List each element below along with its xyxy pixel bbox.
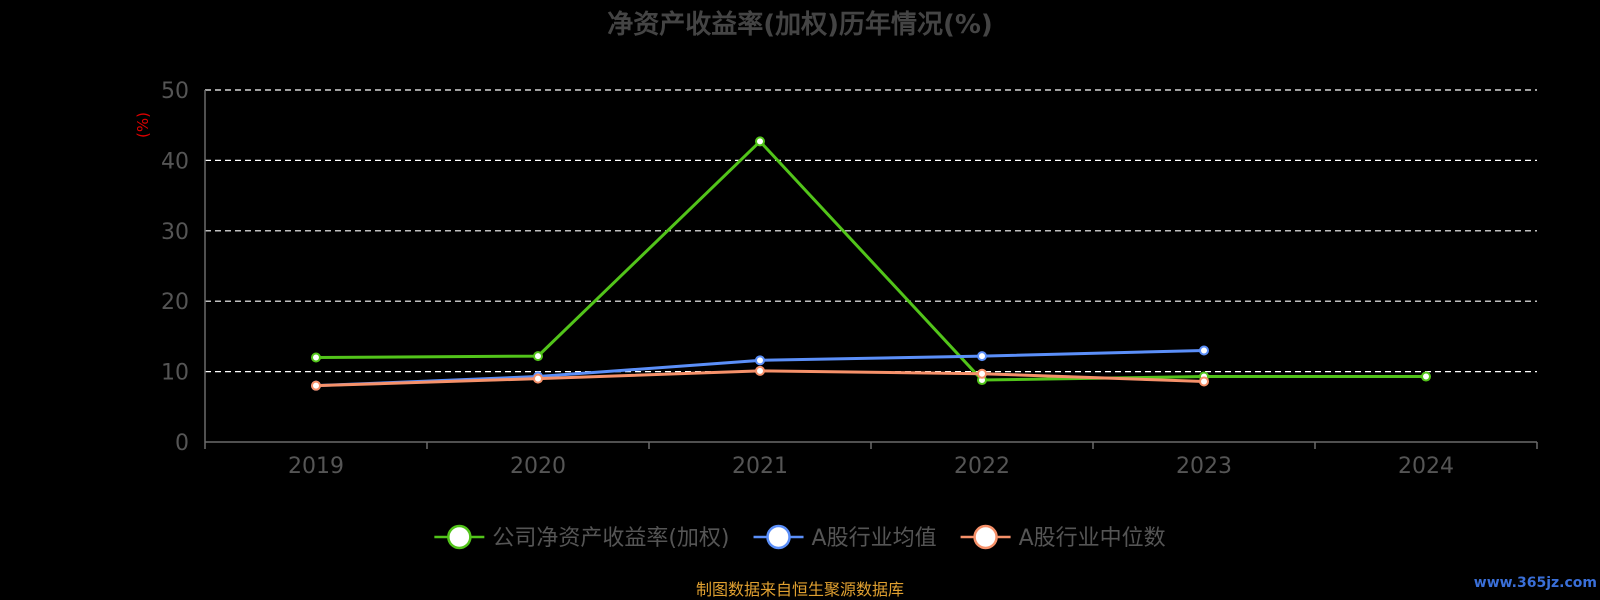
y-tick-label-50: 50 (161, 79, 189, 104)
gridlines (205, 89, 1537, 373)
x-tick-label-2020: 2020 (510, 454, 566, 479)
legend-marker-0 (447, 524, 472, 550)
legend-label-2: A股行业中位数 (1019, 526, 1166, 551)
legend-item-0[interactable]: 公司净资产收益率(加权) (434, 524, 730, 551)
legend-item-1[interactable]: A股行业均值 (753, 524, 937, 551)
axes: 0 10 20 30 40 50 2019 2020 2021 2022 2023 2024 (161, 79, 1538, 479)
legend-marker-2 (973, 524, 998, 550)
watermark: www.365jz.com (1474, 575, 1597, 591)
series-2-point-2019 (311, 380, 321, 391)
y-tick-label-0: 0 (175, 431, 189, 456)
series-0-point-2019 (311, 352, 321, 363)
series-1-point-2023 (1199, 345, 1209, 356)
x-tick-label-2024: 2024 (1398, 454, 1454, 479)
legend[interactable]: 公司净资产收益率(加权) A股行业均值 A股行业中位数 (434, 524, 1166, 551)
series-0-point-2024 (1421, 371, 1431, 382)
legend-item-2[interactable]: A股行业中位数 (960, 524, 1166, 551)
series-line-0 (315, 139, 1426, 382)
y-tick-label-30: 30 (161, 220, 189, 245)
y-axis-unit-label: (%) (134, 112, 152, 138)
series-1-point-2021 (755, 355, 765, 366)
source-note: 制图数据来自恒生聚源数据库 (696, 580, 904, 599)
x-tick-label-2022: 2022 (954, 454, 1010, 479)
series-2-point-2022 (977, 368, 987, 379)
y-tick-label-40: 40 (161, 149, 189, 174)
x-tick-label-2021: 2021 (732, 454, 788, 479)
series-2-point-2023 (1199, 376, 1209, 387)
legend-label-0: 公司净资产收益率(加权) (492, 526, 729, 551)
series-0-point-2020 (533, 351, 543, 362)
series-2-point-2021 (755, 365, 765, 376)
series-0-point-2021 (755, 136, 765, 147)
series-2-point-2020 (533, 373, 543, 384)
x-tick-label-2019: 2019 (288, 454, 344, 479)
series-lines (311, 136, 1431, 391)
legend-label-1: A股行业均值 (812, 526, 937, 551)
x-tick-label-2023: 2023 (1176, 454, 1232, 479)
y-tick-label-20: 20 (161, 290, 189, 315)
y-tick-label-10: 10 (161, 361, 189, 386)
series-1-point-2022 (977, 351, 987, 362)
legend-marker-1 (766, 524, 791, 550)
chart-title: 净资产收益率(加权)历年情况(%) (607, 9, 993, 40)
